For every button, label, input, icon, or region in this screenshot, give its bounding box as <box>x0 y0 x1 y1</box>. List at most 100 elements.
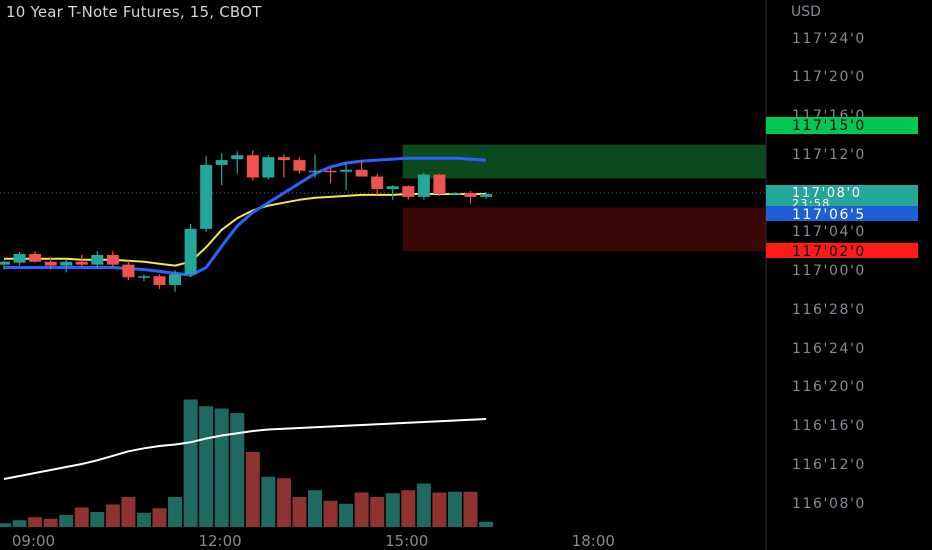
candle <box>13 252 26 266</box>
volume-bar <box>463 491 478 527</box>
volume-bar <box>261 476 276 527</box>
fast-ma-label: 117'06'5 <box>792 207 866 223</box>
candle <box>60 259 73 273</box>
candle-body <box>200 164 213 229</box>
price-tick-label: 116'16'0 <box>792 418 866 434</box>
volume-bar <box>370 497 385 527</box>
candle <box>153 274 166 289</box>
volume-bar <box>276 478 291 527</box>
price-tick-label: 117'24'0 <box>792 31 866 47</box>
candle <box>106 251 119 267</box>
time-tick-label: 12:00 <box>198 532 241 550</box>
volume-bar <box>43 518 58 527</box>
price-tick-label: 117'04'0 <box>792 224 866 240</box>
volume-bar <box>0 523 11 527</box>
take-profit-label-bg <box>766 117 918 134</box>
candle <box>0 260 10 270</box>
candle-body <box>215 160 228 165</box>
candle-body <box>448 193 461 195</box>
candle <box>137 274 150 282</box>
candle-body <box>464 193 477 197</box>
candle-body <box>231 155 244 160</box>
price-tick-label: 116'28'0 <box>792 302 866 318</box>
last-price-label-bg <box>766 185 918 209</box>
volume-bar <box>90 512 105 527</box>
volume-bar <box>323 500 338 527</box>
candle <box>122 260 135 281</box>
candle <box>417 172 430 200</box>
candle <box>293 157 306 174</box>
candle <box>91 251 104 268</box>
candle-body <box>91 254 104 265</box>
volume-bar <box>199 406 214 527</box>
candle <box>262 155 275 180</box>
volume-bar <box>447 491 462 527</box>
take-profit-label: 117'15'0 <box>792 118 866 134</box>
volume-bar <box>416 483 431 527</box>
candle-body <box>324 170 337 173</box>
candle <box>309 154 321 178</box>
fast-ma-line <box>4 156 487 277</box>
grid <box>0 0 767 550</box>
volume-bar <box>432 492 447 527</box>
candle <box>340 162 353 191</box>
volume-bar <box>74 507 89 527</box>
candle-body <box>355 169 368 177</box>
candle-body <box>402 186 415 197</box>
candle-body <box>433 174 446 194</box>
volume-bar <box>479 521 494 527</box>
candles <box>0 150 493 292</box>
candle-body <box>29 253 42 262</box>
volume-bar <box>183 399 198 527</box>
volume-bar <box>339 503 354 527</box>
candle <box>433 173 446 196</box>
currency-label: USD <box>791 4 821 20</box>
candle <box>448 192 461 195</box>
candle <box>324 167 337 184</box>
candle <box>277 154 290 178</box>
candle <box>371 173 384 195</box>
candle <box>200 156 213 232</box>
candle <box>169 270 182 292</box>
volume-bar <box>292 497 307 527</box>
candle-body <box>106 254 119 265</box>
candle <box>44 257 57 270</box>
candle-body <box>122 264 135 278</box>
candle-body <box>184 228 197 275</box>
candle <box>246 150 259 181</box>
candle-body <box>262 157 275 178</box>
candle <box>75 254 88 267</box>
candle-body <box>137 276 150 278</box>
time-axis: 09:00 12:00 15:00 18:00 <box>12 532 615 550</box>
volume-bar <box>28 517 43 527</box>
volume-bar <box>136 512 151 527</box>
candle <box>464 191 477 204</box>
time-tick-label: 18:00 <box>572 532 615 550</box>
price-tick-label: 117'12'0 <box>792 147 866 163</box>
price-tick-label: 116'24'0 <box>792 341 866 357</box>
candle-body <box>386 186 399 190</box>
loss-zone <box>402 207 766 252</box>
volume-bar <box>230 413 245 527</box>
position-zones <box>402 144 766 252</box>
candle-body <box>480 193 493 197</box>
price-tick-label: 116'08'0 <box>792 496 866 512</box>
candle-body <box>277 157 290 161</box>
stop-loss-label: 117'02'0 <box>792 244 866 260</box>
volume-bar <box>308 490 322 527</box>
candle-body <box>371 176 384 190</box>
candle <box>215 153 228 186</box>
candle-body <box>309 170 321 173</box>
fast-ma-label-bg <box>766 206 918 221</box>
volume-bar <box>59 515 74 527</box>
volume-bar <box>105 504 120 527</box>
stop-loss-label-bg <box>766 243 918 258</box>
volume-bar <box>354 492 369 527</box>
candle-body <box>75 261 88 265</box>
candle <box>386 185 399 200</box>
candle <box>355 160 368 177</box>
candle-body <box>60 261 73 266</box>
candle-body <box>44 261 57 266</box>
